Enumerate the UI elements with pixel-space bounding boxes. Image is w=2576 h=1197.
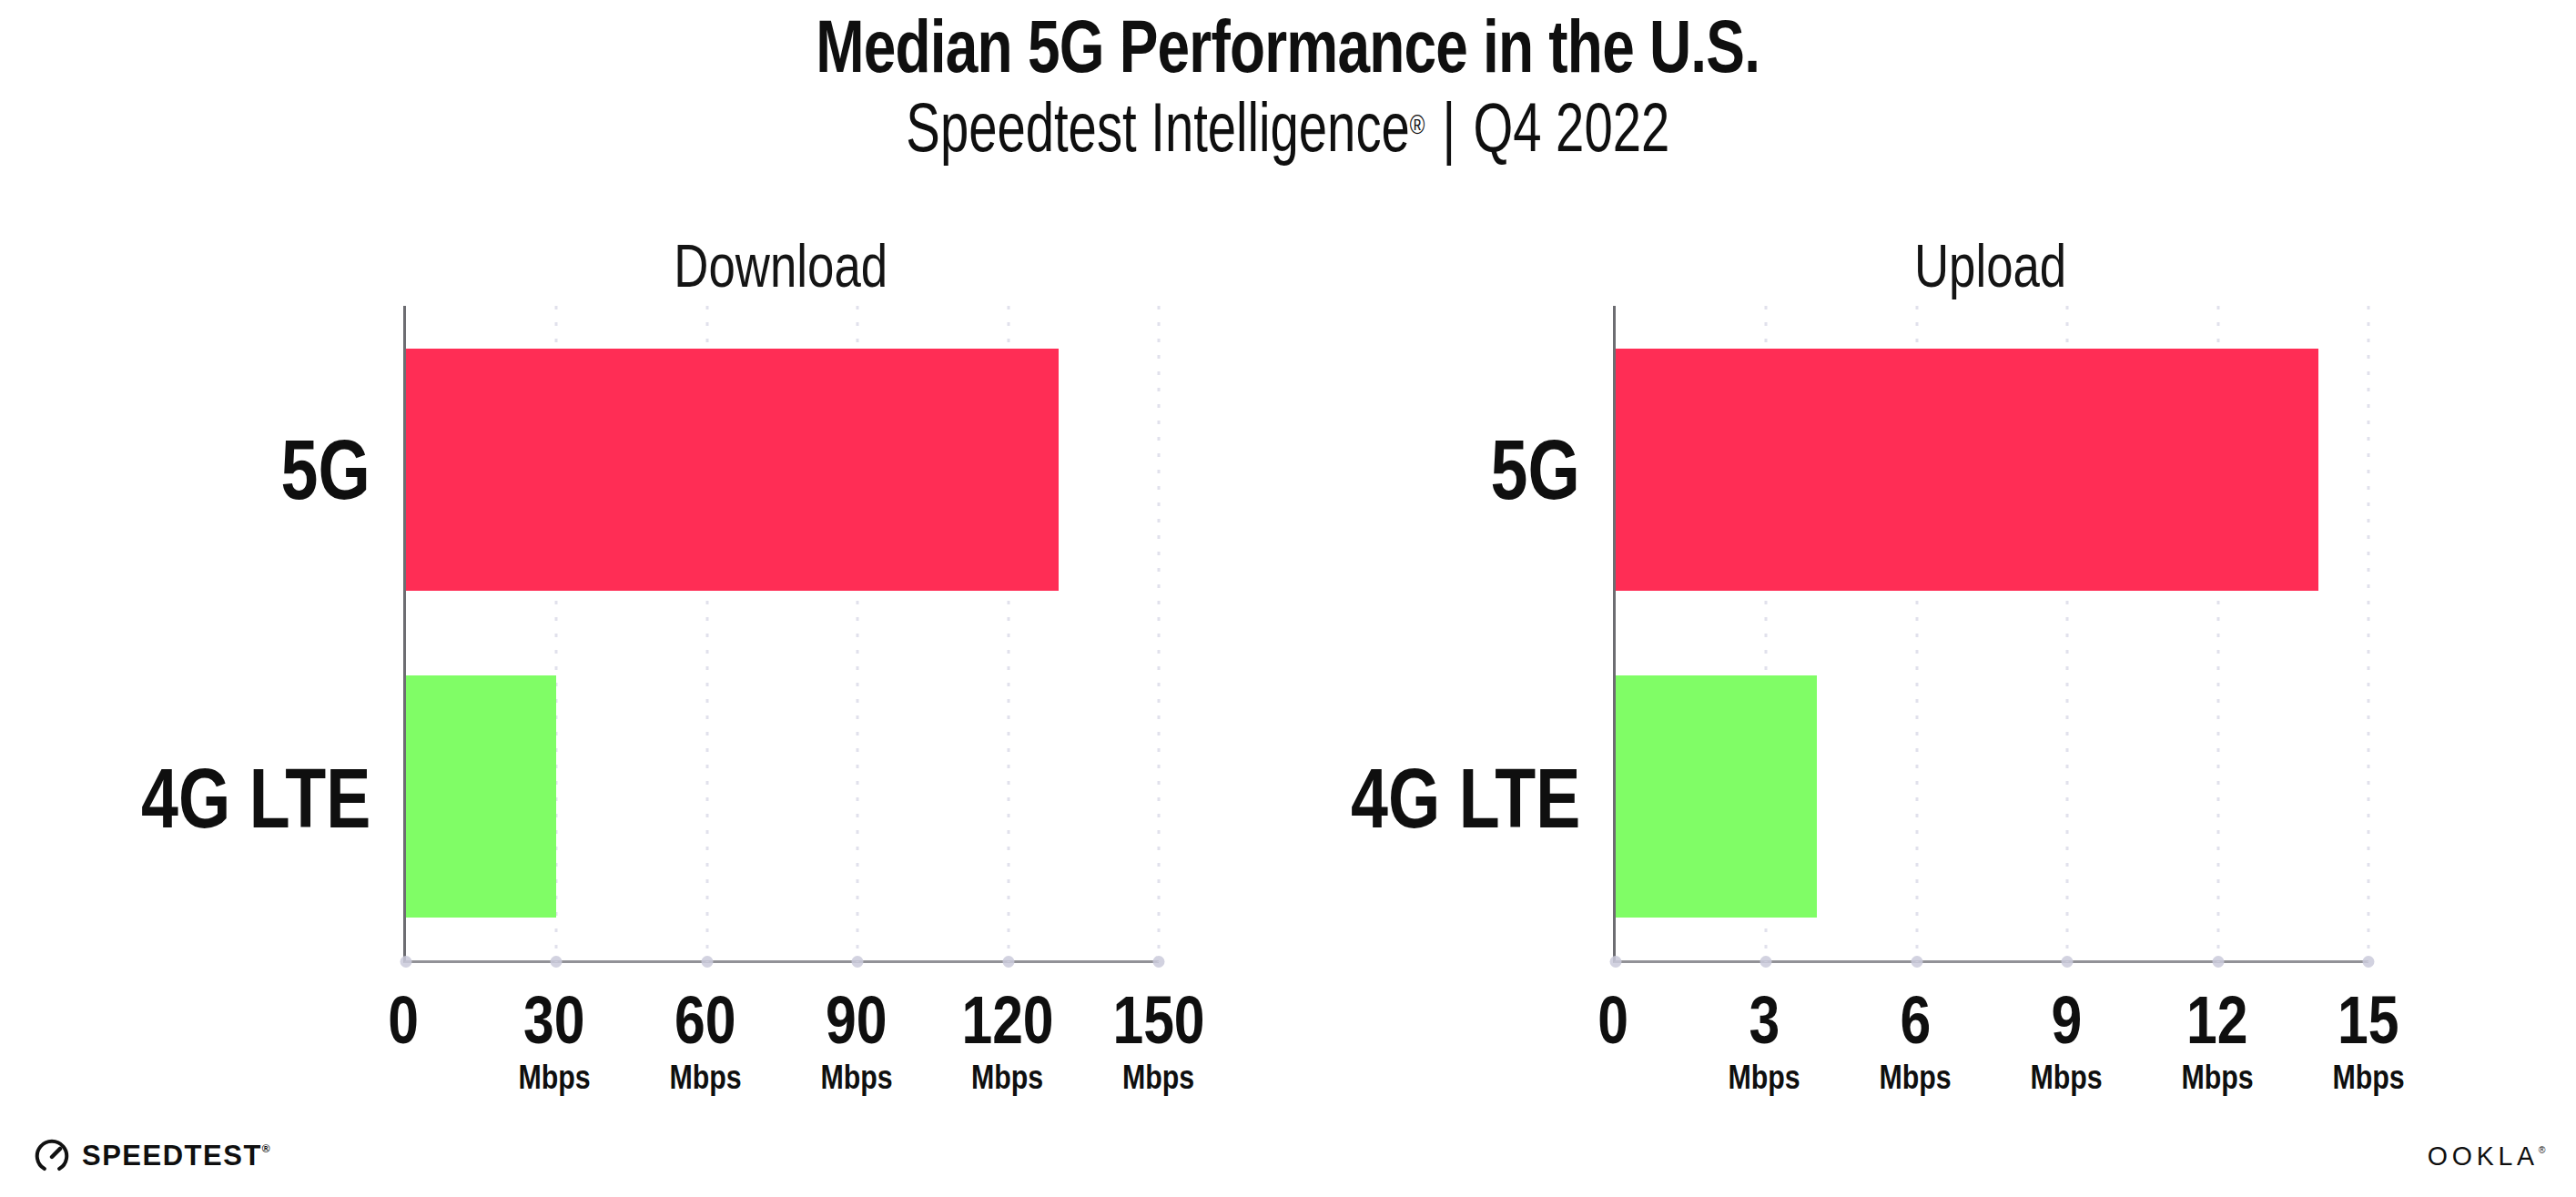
tick-unit-text: Mbps xyxy=(669,1060,741,1094)
speedtest-5g-infographic: Median 5G Performance in the U.S. Speedt… xyxy=(0,0,2576,1197)
x-tick-label-90: 90 Mbps xyxy=(813,987,901,1094)
download-x-axis: 030Mbps60Mbps90Mbps120Mbps150Mbps xyxy=(403,963,1159,1136)
chart-title-download: Download xyxy=(403,231,1159,300)
category-label-5g: 5G xyxy=(82,306,403,634)
tick-unit: Mbps xyxy=(1102,1060,1214,1094)
upload-plot-area xyxy=(1613,306,2368,963)
tick-value-text: 0 xyxy=(388,987,419,1054)
x-tick-label-150: 150 Mbps xyxy=(1102,987,1214,1094)
tick-unit: Mbps xyxy=(2023,1060,2111,1094)
page-subtitle: Speedtest Intelligence® |Q4 2022 xyxy=(0,91,2576,164)
x-tick-label-120: 120 Mbps xyxy=(951,987,1063,1094)
tick-unit-text: Mbps xyxy=(2030,1060,2102,1094)
tick-unit-text: Mbps xyxy=(2332,1060,2404,1094)
tick-value-text: 30 xyxy=(523,987,584,1054)
tick-value: 150 xyxy=(1102,987,1214,1054)
chart-title-upload: Upload xyxy=(1613,231,2368,300)
bar-row-4g-lte xyxy=(406,634,1159,961)
tick-unit-text: Mbps xyxy=(2181,1060,2253,1094)
bar-5g xyxy=(406,349,1059,591)
tick-value: 15 xyxy=(2325,987,2413,1054)
tick-unit-text: Mbps xyxy=(1879,1060,1951,1094)
download-chart-panel: Download 5G4G LTE 030Mbps60Mbps90Mbps120… xyxy=(82,226,1159,1136)
x-tick-label-0: 0 xyxy=(384,987,421,1054)
speedtest-wordmark: SPEEDTEST® xyxy=(82,1140,270,1172)
x-tick-label-6: 6 Mbps xyxy=(1871,987,1960,1094)
tick-value: 12 xyxy=(2174,987,2262,1054)
registered-mark: ® xyxy=(1410,108,1425,139)
x-tick-label-12: 12 Mbps xyxy=(2174,987,2262,1094)
upload-category-labels: 5G 4G LTE xyxy=(1292,306,1613,963)
category-label-text: 4G LTE xyxy=(141,751,370,847)
x-tick-label-15: 15 Mbps xyxy=(2325,987,2413,1094)
tick-unit: Mbps xyxy=(1871,1060,1960,1094)
subtitle-separator: | xyxy=(1443,88,1456,166)
category-label-text: 5G xyxy=(1491,422,1580,518)
tick-unit-text: Mbps xyxy=(971,1060,1043,1094)
tick-value: 0 xyxy=(1594,987,1631,1054)
category-label-text: 4G LTE xyxy=(1351,751,1580,847)
bar-row-4g-lte xyxy=(1616,634,2368,961)
header: Median 5G Performance in the U.S. Speedt… xyxy=(0,7,2576,164)
tick-unit: Mbps xyxy=(813,1060,901,1094)
upload-chart-panel: Upload 5G4G LTE 03Mbps6Mbps9Mbps12Mbps15… xyxy=(1292,226,2368,1136)
tick-value-text: 6 xyxy=(1900,987,1931,1054)
bar-5g xyxy=(1616,349,2318,591)
tick-value-text: 15 xyxy=(2338,987,2399,1054)
page-title-text: Median 5G Performance in the U.S. xyxy=(816,7,1760,86)
speedtest-registered-mark: ® xyxy=(262,1142,270,1155)
tick-value: 6 xyxy=(1871,987,1960,1054)
bar-row-5g xyxy=(406,306,1159,634)
tick-value: 90 xyxy=(813,987,901,1054)
page-subtitle-text: Speedtest Intelligence® |Q4 2022 xyxy=(907,91,1670,164)
tick-value: 30 xyxy=(511,987,599,1054)
bar-row-5g xyxy=(1616,306,2368,634)
ookla-logo: OOKLA® xyxy=(2427,1141,2545,1172)
tick-unit-text: Mbps xyxy=(820,1060,892,1094)
tick-unit: Mbps xyxy=(2325,1060,2413,1094)
x-tick-label-0: 0 xyxy=(1594,987,1631,1054)
tick-unit-text: Mbps xyxy=(1728,1060,1800,1094)
footer: SPEEDTEST® OOKLA® xyxy=(33,1129,2545,1183)
x-tick-label-30: 30 Mbps xyxy=(511,987,599,1094)
tick-value: 3 xyxy=(1720,987,1809,1054)
tick-value: 120 xyxy=(951,987,1063,1054)
speedtest-logo: SPEEDTEST® xyxy=(33,1137,270,1175)
page-title: Median 5G Performance in the U.S. xyxy=(0,7,2576,86)
download-plot-area xyxy=(403,306,1159,963)
tick-value-text: 3 xyxy=(1749,987,1780,1054)
tick-unit: Mbps xyxy=(511,1060,599,1094)
tick-value-text: 120 xyxy=(961,987,1053,1054)
tick-unit: Mbps xyxy=(1720,1060,1809,1094)
download-category-labels: 5G 4G LTE xyxy=(82,306,403,963)
tick-value-text: 60 xyxy=(674,987,735,1054)
category-label-4g-lte: 4G LTE xyxy=(82,634,403,963)
x-tick-label-9: 9 Mbps xyxy=(2023,987,2111,1094)
tick-value-text: 12 xyxy=(2186,987,2247,1054)
tick-value: 9 xyxy=(2023,987,2111,1054)
tick-unit: Mbps xyxy=(662,1060,750,1094)
subtitle-brand: Speedtest Intelligence xyxy=(907,88,1410,166)
bar-4g-lte xyxy=(1616,675,1817,918)
category-label-text: 5G xyxy=(281,422,370,518)
bar-4g-lte xyxy=(406,675,556,918)
tick-value: 0 xyxy=(384,987,421,1054)
tick-value-text: 150 xyxy=(1112,987,1204,1054)
upload-x-axis: 03Mbps6Mbps9Mbps12Mbps15Mbps xyxy=(1613,963,2368,1136)
tick-value-text: 90 xyxy=(826,987,887,1054)
tick-unit-text: Mbps xyxy=(518,1060,590,1094)
tick-value: 60 xyxy=(662,987,750,1054)
subtitle-period: Q4 2022 xyxy=(1474,88,1670,166)
tick-value-text: 9 xyxy=(2051,987,2082,1054)
tick-unit: Mbps xyxy=(951,1060,1063,1094)
tick-unit: Mbps xyxy=(2174,1060,2262,1094)
x-tick-label-3: 3 Mbps xyxy=(1720,987,1809,1094)
tick-value-text: 0 xyxy=(1597,987,1628,1054)
x-tick-label-60: 60 Mbps xyxy=(662,987,750,1094)
speedtest-gauge-icon xyxy=(33,1137,71,1175)
ookla-registered-mark: ® xyxy=(2538,1144,2545,1155)
category-label-5g: 5G xyxy=(1292,306,1613,634)
category-label-4g-lte: 4G LTE xyxy=(1292,634,1613,963)
tick-unit-text: Mbps xyxy=(1122,1060,1194,1094)
